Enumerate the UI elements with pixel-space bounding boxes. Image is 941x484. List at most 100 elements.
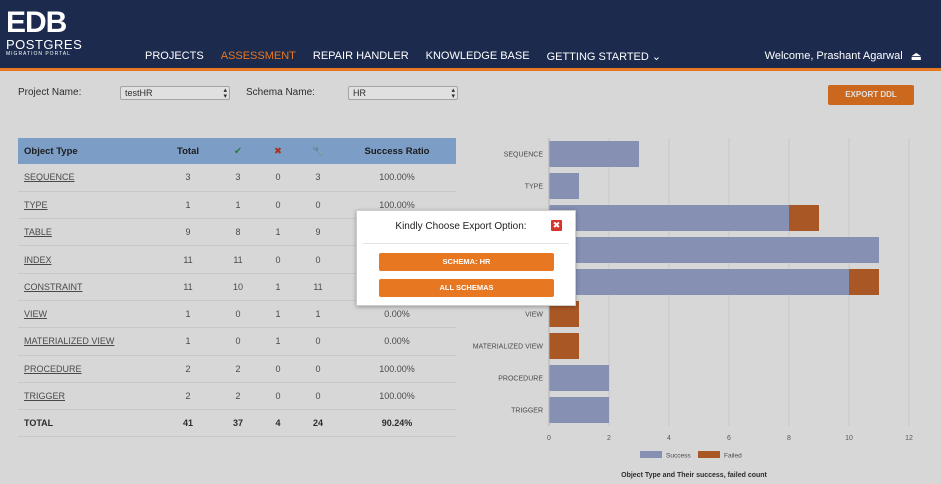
cell-success: 8 [218,218,258,247]
chart-caption: Object Type and Their success, failed co… [621,472,767,479]
object-type-link[interactable]: MATERIALIZED VIEW [24,336,115,347]
nav-repair-handler[interactable]: REPAIR HANDLER [312,50,409,62]
cell-total: 1 [158,191,218,220]
object-type-link[interactable]: PROCEDURE [24,363,82,374]
close-icon[interactable]: ✖ [551,220,562,231]
cell-success: 1 [218,191,258,220]
project-name-label: Project Name: [18,87,82,98]
cell-object-type[interactable]: PROCEDURE [18,355,158,383]
modal-title: Kindly Choose Export Option: [395,221,527,232]
cell-success: 2 [218,355,258,383]
app-header: EDB POSTGRES MIGRATION PORTAL PROJECTS A… [0,0,941,68]
cell-object-type[interactable]: TRIGGER [18,382,158,411]
export-ddl-button[interactable]: EXPORT DDL [828,85,914,105]
cell-total: 9 [158,218,218,247]
wrench-icon: 🔧 [312,145,324,157]
y-category-label: VIEW [525,312,543,319]
cell-success: 37 [218,409,258,438]
bar-success [549,141,639,167]
object-type-link[interactable]: INDEX [24,254,52,265]
y-category-label: SEQUENCE [504,152,544,159]
project-select-value: testHR [125,88,153,98]
export-option-modal: Kindly Choose Export Option: ✖ SCHEMA: H… [356,210,576,306]
cell-total: 3 [158,164,218,192]
cell-object-type[interactable]: MATERIALIZED VIEW [18,327,158,356]
col-success: ✔ [218,138,258,164]
nav-assessment[interactable]: ASSESSMENT [220,50,296,62]
cell-object-type[interactable]: CONSTRAINT [18,273,158,301]
check-icon: ✔ [234,145,242,157]
col-success-ratio: Success Ratio [338,138,456,164]
cell-object-type[interactable]: TABLE [18,218,158,247]
export-schema-hr-button[interactable]: SCHEMA: HR [379,253,554,271]
cell-failed: 1 [258,218,298,247]
schema-select[interactable]: HR ▴ ▾ [348,86,458,100]
cell-total: 1 [158,300,218,329]
logout-icon[interactable]: ⏏ [910,49,922,63]
bar-failed [849,269,879,295]
y-category-label: TYPE [525,184,544,191]
project-select[interactable]: testHR ▴ ▾ [120,86,230,100]
col-failed: ✖ [258,138,298,164]
object-type-link[interactable]: VIEW [24,309,48,320]
welcome-text: Welcome, Prashant Agarwal [764,50,903,62]
cell-object-type[interactable]: INDEX [18,245,158,274]
cell-repaired: 1 [298,300,338,329]
table-header-row: Object Type Total ✔ ✖ 🔧 Success Ratio [18,138,456,164]
nav-projects[interactable]: PROJECTS [145,50,204,62]
cell-repaired: 3 [298,164,338,192]
bar-success [549,205,789,231]
object-type-link[interactable]: TRIGGER [24,391,66,402]
bar-success [549,269,849,295]
cell-repaired: 24 [298,409,338,438]
schema-select-value: HR [353,88,366,98]
logo-product: POSTGRES [6,37,83,52]
cell-success: 11 [218,245,258,274]
y-category-label: MATERIALIZED VIEW [473,344,544,351]
cell-failed: 1 [258,273,298,301]
y-category-label: TRIGGER [511,408,543,415]
col-object-type: Object Type [18,138,158,164]
bar-failed [549,333,579,359]
col-total: Total [158,138,218,164]
cell-success: 10 [218,273,258,301]
main-nav: PROJECTS ASSESSMENT REPAIR HANDLER KNOWL… [145,50,678,63]
cell-object-type[interactable]: SEQUENCE [18,164,158,192]
edb-logo[interactable]: EDB POSTGRES MIGRATION PORTAL [6,8,82,58]
object-type-link[interactable]: TYPE [24,199,48,210]
cell-object-type[interactable]: TYPE [18,191,158,220]
cell-repaired: 0 [298,191,338,220]
cell-failed: 0 [258,245,298,274]
x-tick-label: 12 [905,435,913,442]
cell-failed: 1 [258,327,298,356]
cell-repaired: 0 [298,355,338,383]
table-row: TRIGGER 2 2 0 0 100.00% [18,382,456,411]
nav-getting-started[interactable]: GETTING STARTED ⌄ [546,51,662,63]
bar-success [549,173,579,199]
object-type-link[interactable]: TABLE [24,227,52,238]
nav-knowledge-base[interactable]: KNOWLEDGE BASE [425,50,530,62]
modal-divider [363,243,569,244]
cell-success: 0 [218,327,258,356]
x-tick-label: 4 [667,435,671,442]
cell-success-ratio: 100.00% [338,164,456,192]
cell-success: 2 [218,382,258,411]
cell-object-type: TOTAL [18,409,158,438]
export-all-schemas-button[interactable]: ALL SCHEMAS [379,279,554,297]
x-tick-label: 10 [845,435,853,442]
table-total-row: TOTAL 41 37 4 24 90.24% [18,409,456,438]
legend-failed-label: Failed [724,453,742,460]
bar-success [549,397,609,423]
cell-repaired: 11 [298,273,338,301]
table-row: PROCEDURE 2 2 0 0 100.00% [18,355,456,383]
cell-object-type[interactable]: VIEW [18,300,158,329]
object-type-link[interactable]: CONSTRAINT [24,281,83,292]
object-type-chart: 024681012SEQUENCETYPETABLEINDEXCONSTRAIN… [473,138,913,479]
cell-repaired: 9 [298,218,338,247]
table-row: SEQUENCE 3 3 0 3 100.00% [18,164,456,192]
cell-failed: 0 [258,355,298,383]
x-tick-label: 2 [607,435,611,442]
cell-success-ratio: 90.24% [338,409,456,438]
object-type-link[interactable]: SEQUENCE [24,172,75,183]
cell-total: 41 [158,409,218,438]
